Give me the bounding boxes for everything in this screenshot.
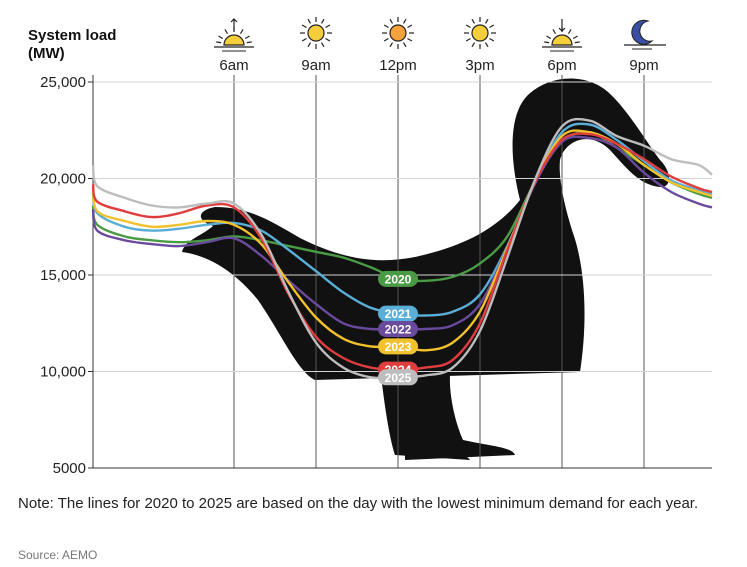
y-tick-label: 5000 <box>53 460 86 477</box>
sunrise-icon <box>214 18 254 52</box>
y-axis-title-text: System load (MW) <box>28 27 116 62</box>
moon-icon <box>624 19 666 50</box>
y-tick-labels: 25,000 20,000 15,000 10,000 5000 <box>40 74 86 477</box>
source: Source: AEMO <box>18 548 98 562</box>
series-label-2023: 2023 <box>385 340 412 354</box>
y-tick-label: 20,000 <box>40 171 86 188</box>
series-labels: 202020212022202320242025 <box>378 270 418 386</box>
sun-icon <box>300 17 332 49</box>
y-tick-label: 10,000 <box>40 364 86 381</box>
time-icons <box>214 17 666 52</box>
x-tick-label: 6am <box>219 57 248 74</box>
x-tick-labels: 6am 9am 12pm 3pm 6pm 9pm <box>219 57 658 74</box>
series-label-pill <box>378 338 418 355</box>
y-axis-title: System load (MW) <box>28 27 116 62</box>
series-label-2021: 2021 <box>385 307 412 321</box>
sun-noon-icon <box>382 17 414 49</box>
y-tick-label: 15,000 <box>40 267 86 284</box>
chart: System load (MW) 25,000 20,000 15,000 10,000… <box>28 17 713 477</box>
series-label-pill <box>378 369 418 386</box>
series-label-pill <box>378 305 418 322</box>
series-label-2020: 2020 <box>385 272 412 286</box>
series-label-pill <box>378 321 418 338</box>
sun-icon <box>464 17 496 49</box>
series-label-2025: 2025 <box>385 371 412 385</box>
note: Note: The lines for 2020 to 2025 are bas… <box>18 495 699 512</box>
x-tick-label: 3pm <box>465 57 494 74</box>
x-tick-label: 6pm <box>547 57 576 74</box>
x-tick-label: 9pm <box>629 57 658 74</box>
x-tick-label: 9am <box>301 57 330 74</box>
series-label-2022: 2022 <box>385 323 412 337</box>
y-tick-label: 25,000 <box>40 74 86 91</box>
series-label-pill <box>378 270 418 287</box>
sunset-icon <box>542 19 582 52</box>
x-tick-label: 12pm <box>379 57 417 74</box>
